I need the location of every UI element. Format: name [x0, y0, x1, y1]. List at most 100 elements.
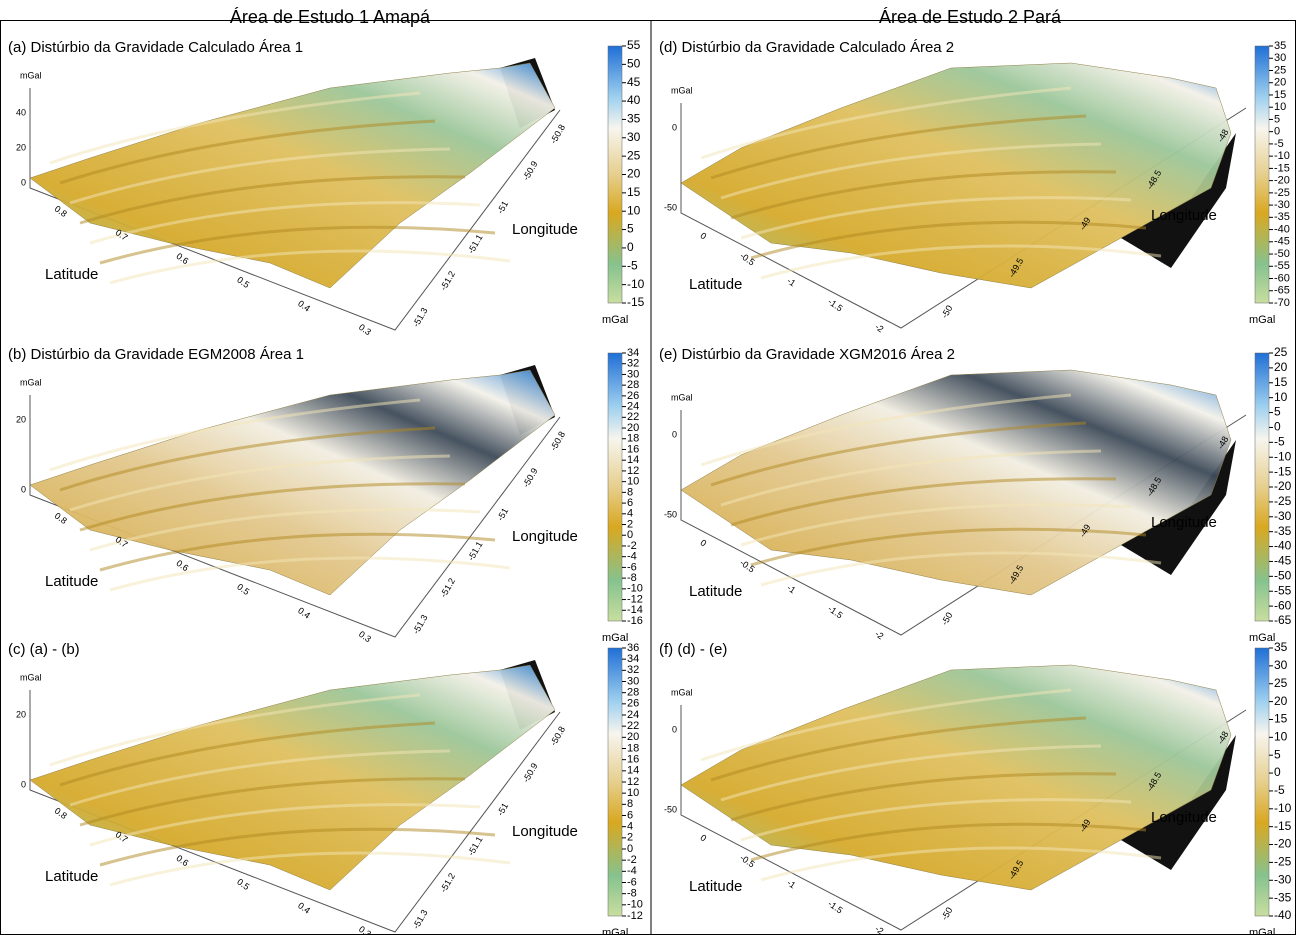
colorbar-tick-label: 15 — [1274, 712, 1288, 726]
colorbar-tick-label: 10 — [627, 203, 641, 217]
z-axis-label: mGal — [671, 85, 693, 95]
colorbar-tick-label: 25 — [1274, 676, 1288, 690]
panel: (b) Distúrbio da Gravidade EGM2008 Área … — [8, 346, 643, 644]
header-left: Área de Estudo 1 Amapá — [230, 7, 431, 27]
panel-title: (c) (a) - (b) — [8, 641, 80, 658]
lon-tick-label: -50 — [939, 304, 954, 320]
colorbar-tick-label: 35 — [1274, 640, 1288, 654]
lat-tick-label: 0.5 — [235, 877, 251, 892]
lon-tick-label: -50.8 — [548, 725, 567, 748]
colorbar-tick-label: -30 — [1274, 509, 1292, 523]
lon-tick-label: -51.2 — [438, 269, 457, 292]
z-tick-label: 20 — [16, 414, 26, 424]
colorbar-tick-label: -15 — [627, 295, 645, 309]
colorbar-tick-label: 10 — [1274, 101, 1286, 113]
lat-tick-label: 0.8 — [53, 204, 69, 219]
colorbar-tick-label: -55 — [1274, 583, 1292, 597]
colorbar-tick-label: 5 — [1274, 747, 1281, 761]
colorbar-tick-label: 25 — [1274, 64, 1286, 76]
colorbar-tick-label: -40 — [1274, 539, 1292, 553]
colorbar-unit: mGal — [1249, 632, 1275, 644]
panel-title: (b) Distúrbio da Gravidade EGM2008 Área … — [8, 346, 304, 363]
colorbar-tick-label: -5 — [1274, 783, 1285, 797]
colorbar-tick-label: 30 — [1274, 52, 1286, 64]
z-tick-label: 0 — [672, 122, 677, 132]
colorbar-tick-label: 45 — [627, 75, 641, 89]
lat-axis-label: Latitude — [689, 276, 742, 293]
colorbar-tick-label: -10 — [1274, 150, 1290, 162]
colorbar-tick-label: -35 — [1274, 524, 1292, 538]
z-tick-label: 20 — [16, 709, 26, 719]
colorbar — [608, 46, 622, 303]
colorbar-tick-label: 50 — [627, 57, 641, 71]
header-right: Área de Estudo 2 Pará — [879, 7, 1062, 27]
colorbar-tick-label: -20 — [1274, 175, 1290, 187]
colorbar-tick-label: 0 — [1274, 765, 1281, 779]
lat-tick-label: 0.8 — [53, 806, 69, 821]
lat-tick-label: 0.5 — [235, 275, 251, 290]
lat-tick-label: 0.4 — [296, 298, 312, 313]
colorbar-tick-label: -12 — [627, 910, 643, 922]
lat-tick-label: -0.5 — [738, 250, 756, 267]
lat-tick-label: 0.4 — [296, 605, 312, 620]
colorbar-tick-label: -35 — [1274, 890, 1292, 904]
colorbar-tick-label: -60 — [1274, 598, 1292, 612]
colorbar-tick-label: 10 — [1274, 390, 1288, 404]
lat-tick-label: -1.5 — [826, 603, 844, 620]
z-axis-label: mGal — [20, 70, 42, 80]
lon-axis-label: Longitude — [512, 528, 578, 545]
lat-tick-label: 0 — [698, 537, 708, 548]
lat-axis-label: Latitude — [45, 573, 98, 590]
z-axis-label: mGal — [20, 672, 42, 682]
colorbar-tick-label: 5 — [1274, 113, 1280, 125]
lon-tick-label: -51.3 — [411, 613, 430, 636]
colorbar-tick-label: -20 — [1274, 479, 1292, 493]
z-tick-label: 0 — [21, 484, 26, 494]
z-tick-label: 0 — [672, 724, 677, 734]
panel-title: (e) Distúrbio da Gravidade XGM2016 Área … — [659, 346, 955, 363]
colorbar-tick-label: -15 — [1274, 162, 1290, 174]
colorbar-tick-label: 0 — [627, 240, 634, 254]
colorbar-tick-label: 35 — [627, 112, 641, 126]
colorbar-tick-label: -5 — [1274, 435, 1285, 449]
lat-tick-label: 0 — [698, 832, 708, 843]
lon-tick-label: -51.2 — [438, 576, 457, 599]
colorbar-unit: mGal — [602, 927, 628, 935]
colorbar-tick-label: -70 — [1274, 297, 1290, 309]
lon-tick-label: -51 — [495, 506, 510, 522]
panel-title: (a) Distúrbio da Gravidade Calculado Áre… — [8, 39, 303, 56]
colorbar-tick-label: 15 — [1274, 375, 1288, 389]
lat-tick-label: 0.3 — [357, 322, 373, 337]
lon-tick-label: -50.9 — [521, 761, 540, 784]
z-tick-label: -50 — [664, 509, 677, 519]
z-axis-label: mGal — [671, 687, 693, 697]
colorbar-tick-label: -30 — [1274, 872, 1292, 886]
lat-tick-label: 0.4 — [296, 900, 312, 915]
lat-tick-label: -2 — [873, 629, 885, 642]
colorbar-unit: mGal — [602, 314, 628, 326]
lat-tick-label: -0.5 — [738, 557, 756, 574]
lat-tick-label: -1 — [785, 276, 797, 289]
panel: (c) (a) - (b)200mGal0.80.70.60.50.40.3La… — [8, 641, 643, 935]
z-axis-label: mGal — [671, 392, 693, 402]
colorbar-tick-label: 20 — [1274, 360, 1288, 374]
lat-tick-label: -1.5 — [826, 296, 844, 313]
colorbar-tick-label: -40 — [1274, 908, 1292, 922]
colorbar — [1255, 46, 1269, 303]
panel-title: (d) Distúrbio da Gravidade Calculado Áre… — [659, 39, 954, 56]
colorbar-tick-label: -15 — [1274, 464, 1292, 478]
lat-tick-label: -1 — [785, 878, 797, 891]
lon-tick-label: -51 — [495, 801, 510, 817]
colorbar-tick-label: -25 — [1274, 187, 1290, 199]
lon-tick-label: -51.2 — [438, 871, 457, 894]
lon-axis-label: Longitude — [512, 823, 578, 840]
colorbar-tick-label: 30 — [627, 130, 641, 144]
lon-axis-label: Longitude — [1151, 207, 1217, 224]
lat-tick-label: 0 — [698, 230, 708, 241]
colorbar-tick-label: -45 — [1274, 236, 1290, 248]
colorbar — [608, 648, 622, 916]
colorbar-tick-label: -55 — [1274, 260, 1290, 272]
lon-axis-label: Longitude — [512, 221, 578, 238]
lat-axis-label: Latitude — [689, 878, 742, 895]
colorbar-tick-label: 0 — [1274, 420, 1281, 434]
